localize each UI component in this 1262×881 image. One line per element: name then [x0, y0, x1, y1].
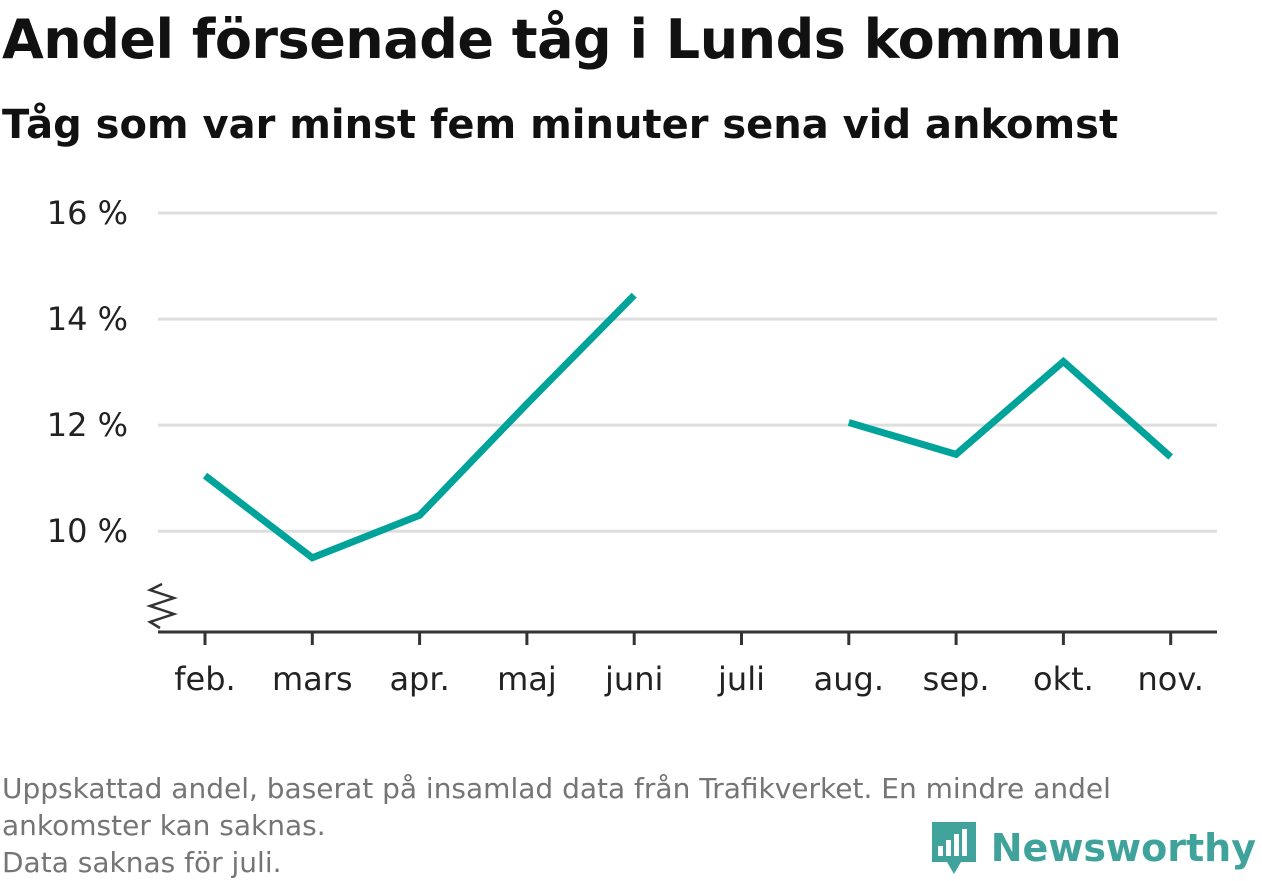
series-line: [202, 292, 637, 562]
x-tick-label: mars: [272, 660, 353, 698]
brand-logo: Newsworthy: [929, 820, 1256, 876]
y-axis-ticks: 10 % 12 % 14 % 16 %: [47, 194, 178, 630]
footnote: Uppskattad andel, baserat på insamlad da…: [2, 770, 1111, 881]
grid-lines: [158, 211, 1217, 533]
x-tick-label: okt.: [1033, 660, 1094, 698]
x-tick-label: juni: [604, 660, 663, 698]
footnote-line: ankomster kan saknas.: [2, 809, 326, 842]
y-tick-label: 14 %: [47, 300, 128, 338]
y-tick-label: 12 %: [47, 406, 128, 444]
footnote-line: Data saknas för juli.: [2, 846, 282, 879]
chart-subtitle: Tåg som var minst fem minuter sena vid a…: [2, 102, 1119, 148]
x-tick-label: apr.: [389, 660, 449, 698]
series-line: [847, 356, 1174, 460]
x-tick-label: maj: [497, 660, 557, 698]
line-chart: 10 % 12 % 14 % 16 % feb. mars apr. maj juni juli…: [47, 194, 1217, 698]
x-tick-label: sep.: [923, 660, 990, 698]
y-tick-label: 10 %: [47, 512, 128, 550]
y-tick-label: 16 %: [47, 194, 128, 232]
x-tick-label: juli: [717, 660, 765, 698]
x-tick-label: nov.: [1137, 660, 1203, 698]
brand-name: Newsworthy: [990, 826, 1256, 870]
chart-title: Andel försenade tåg i Lunds kommun: [2, 8, 1122, 71]
x-axis: feb. mars apr. maj juni juli aug. sep. okt. nov.: [158, 630, 1217, 698]
footnote-line: Uppskattad andel, baserat på insamlad da…: [2, 772, 1111, 805]
x-tick-label: feb.: [174, 660, 235, 698]
newsworthy-logo-icon: [931, 822, 976, 874]
series-lines: [202, 292, 1174, 562]
axis-break-icon: [146, 582, 178, 630]
x-tick-label: aug.: [814, 660, 884, 698]
